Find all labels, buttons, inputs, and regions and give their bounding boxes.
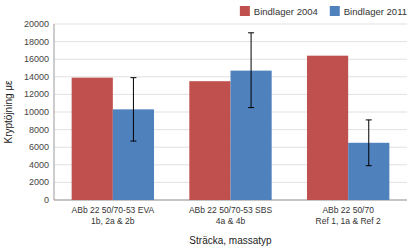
y-tick-label: 4000 bbox=[29, 160, 49, 170]
y-tick-label: 10000 bbox=[24, 107, 49, 117]
x-axis-label: Sträcka, massatyp bbox=[189, 235, 272, 246]
x-tick-label-line: ABb 22 50/70-53 EVA bbox=[72, 205, 155, 215]
chart: 0 2000 4000 6000 8000 10000 12000 14000 16000 180… bbox=[0, 0, 417, 250]
x-tick-label: ABb 22 50/70-53 EVA1b, 2a & 2b bbox=[72, 205, 155, 226]
legend-label: Bindlager 2004 bbox=[254, 6, 318, 17]
y-tick-label: 6000 bbox=[29, 142, 49, 152]
x-tick-label-line: 1b, 2a & 2b bbox=[91, 216, 135, 226]
grid-line bbox=[54, 59, 407, 60]
x-tick-label-line: ABb 22 50/70-53 SBS bbox=[189, 205, 273, 215]
error-bar bbox=[130, 78, 136, 141]
legend-swatch bbox=[330, 6, 340, 16]
y-tick-label: 0 bbox=[44, 195, 49, 205]
error-bar bbox=[366, 120, 372, 166]
grid-line bbox=[54, 24, 407, 25]
x-tick-label: ABb 22 50/70-53 SBS4a & 4b bbox=[189, 205, 273, 226]
legend: Bindlager 2004 Bindlager 2011 bbox=[240, 6, 407, 17]
page: {"chart_data": {"type": "bar", "categori… bbox=[0, 0, 417, 250]
error-bar bbox=[248, 33, 254, 108]
y-tick-label: 12000 bbox=[24, 89, 49, 99]
x-tick-label-line: 4a & 4b bbox=[216, 216, 246, 226]
y-tick-label: 16000 bbox=[24, 54, 49, 64]
y-tick-label: 18000 bbox=[24, 37, 49, 47]
grid-line bbox=[54, 41, 407, 42]
y-tick-label: 2000 bbox=[29, 177, 49, 187]
y-tick-label: 8000 bbox=[29, 125, 49, 135]
legend-swatch bbox=[240, 6, 250, 16]
bar bbox=[189, 81, 230, 200]
plot-area bbox=[72, 33, 390, 200]
bar bbox=[307, 56, 348, 200]
bar bbox=[72, 78, 113, 200]
x-tick-label-line: ABb 22 50/70 bbox=[322, 205, 374, 215]
y-axis: 0 2000 4000 6000 8000 10000 12000 14000 16000 180… bbox=[24, 19, 407, 205]
x-tick-label: ABb 22 50/70Ref 1, 1a & Ref 2 bbox=[316, 205, 381, 226]
y-axis-label: Kryptöjning με bbox=[3, 80, 14, 144]
legend-label: Bindlager 2011 bbox=[344, 6, 407, 17]
y-tick-label: 14000 bbox=[24, 72, 49, 82]
y-tick-label: 20000 bbox=[24, 19, 49, 29]
y-axis-line bbox=[54, 24, 55, 200]
x-tick-label-line: Ref 1, 1a & Ref 2 bbox=[316, 216, 381, 226]
